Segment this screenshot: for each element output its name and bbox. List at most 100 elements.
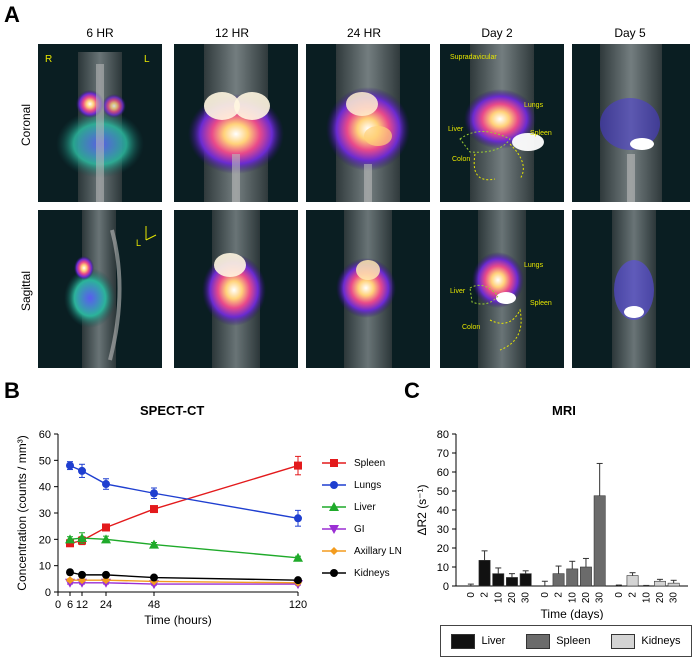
- y-tick-label: 20: [437, 543, 449, 555]
- data-point-lungs: [150, 489, 158, 498]
- legend-label: Liver: [354, 501, 376, 513]
- data-point-liver: [149, 539, 159, 549]
- x-tick-label: 20: [655, 592, 666, 604]
- bar-spleen: [552, 573, 565, 587]
- data-point-liver: [65, 534, 75, 544]
- x-tick-label: 2: [480, 592, 491, 598]
- x-tick-label: 10: [493, 592, 504, 604]
- legend-swatch: [611, 633, 636, 649]
- legend-swatch: [322, 459, 346, 467]
- data-point-spleen: [150, 505, 158, 514]
- data-point-spleen: [294, 461, 302, 470]
- column-header-day2: Day 2: [481, 26, 513, 40]
- x-tick-label: 30: [521, 592, 532, 604]
- legend-swatch: [322, 569, 346, 577]
- data-point-lungs: [78, 466, 86, 475]
- column-header-24hr: 24 HR: [346, 26, 381, 40]
- x-tick-label: 30: [669, 592, 680, 604]
- spect-legend: Spleen Lungs Liver GI Axillary LN Kidneys: [320, 452, 430, 584]
- y-tick-label: 50: [39, 455, 51, 467]
- data-point-axillary-ln: [66, 576, 74, 585]
- legend-item: Axillary LN: [320, 540, 430, 562]
- column-header-12hr: 12 HR: [214, 26, 249, 40]
- panel-a-letter: A: [4, 2, 20, 27]
- row-label-coronal: Coronal: [19, 103, 33, 146]
- x-tick-label: 20: [507, 592, 518, 604]
- x-tick-label: 2: [628, 592, 639, 598]
- y-tick-label: 0: [45, 587, 51, 599]
- y-tick-label: 0: [443, 581, 449, 593]
- legend-marker: [330, 481, 338, 489]
- annotation-colon-sagittal: Colon: [462, 324, 481, 331]
- annotation-supraclavicular: Supradavicular: [450, 54, 497, 61]
- y-tick-label: 70: [437, 448, 449, 460]
- y-tick-label: 50: [437, 486, 449, 498]
- scan-sagittal-day5: [572, 210, 690, 368]
- legend-item: Lungs: [320, 474, 430, 496]
- legend-item: Liver: [320, 496, 430, 518]
- mri-chart-title: MRI: [552, 403, 576, 418]
- data-point-lungs: [294, 514, 302, 523]
- legend-item: GI: [320, 518, 430, 540]
- y-tick-label: 30: [39, 508, 51, 520]
- annotation-liver-sagittal: Liver: [450, 288, 466, 295]
- legend-swatch: [526, 633, 551, 649]
- legend-marker: [329, 525, 339, 534]
- data-point-spleen: [102, 523, 110, 532]
- y-tick-label: 40: [437, 505, 449, 517]
- legend-label: Lungs: [354, 479, 382, 491]
- bar-spleen: [580, 566, 592, 587]
- annotation-colon-coronal: Colon: [452, 156, 471, 163]
- legend-marker: [330, 459, 338, 467]
- legend-label: Kidneys: [354, 567, 390, 579]
- legend-item: Kidneys: [320, 562, 430, 584]
- x-tick-label: 0: [540, 592, 551, 598]
- y-tick-label: 60: [39, 429, 51, 441]
- legend-marker: [330, 569, 338, 577]
- y-tick-label: 80: [437, 429, 449, 441]
- orientation-left-label: L: [144, 54, 150, 65]
- legend-item: Kidneys: [611, 633, 681, 649]
- x-tick-label: 0: [466, 592, 477, 598]
- data-point-kidneys: [78, 570, 86, 579]
- scan-sagittal-6hr: L: [38, 210, 162, 368]
- legend-item: Spleen: [526, 633, 590, 649]
- panel-c-letter: C: [404, 378, 420, 403]
- legend-label: Kidneys: [641, 635, 681, 647]
- series-line-spleen: [69, 464, 299, 544]
- data-point-liver: [77, 533, 87, 543]
- legend-label: GI: [354, 523, 365, 535]
- y-tick-label: 10: [39, 561, 51, 573]
- x-tick-label: 20: [581, 592, 592, 604]
- bar-spleen: [566, 568, 579, 587]
- legend-marker: [330, 547, 338, 555]
- x-tick-label: 6: [67, 599, 73, 611]
- series-line-lungs: [69, 464, 299, 519]
- x-tick-label: 30: [595, 592, 606, 604]
- legend-swatch: [322, 525, 346, 534]
- bar-kidneys: [654, 580, 666, 587]
- scan-coronal-day2: Supradavicular Lungs Spleen Liver Colon: [440, 44, 564, 202]
- legend-marker: [329, 502, 339, 511]
- x-tick-label: 12: [76, 599, 88, 611]
- y-axis-title: Concentration (counts / mm³): [15, 435, 29, 590]
- y-tick-label: 40: [39, 482, 51, 494]
- scan-sagittal-24hr: [306, 210, 430, 368]
- x-tick-label: 120: [289, 599, 307, 611]
- bar-liver: [478, 560, 491, 587]
- bar-liver: [519, 573, 532, 587]
- y-tick-label: 20: [39, 534, 51, 546]
- bar-liver: [492, 573, 505, 587]
- y-tick-label: 60: [437, 467, 449, 479]
- spect-chart-title: SPECT-CT: [140, 403, 205, 418]
- bar-spleen: [593, 495, 606, 587]
- legend-label: Spleen: [354, 457, 386, 469]
- scan-coronal-24hr: [306, 44, 430, 202]
- row-label-sagittal: Sagittal: [19, 270, 33, 311]
- legend-swatch: [322, 481, 346, 489]
- data-point-lungs: [102, 480, 110, 489]
- bar-kidneys: [667, 582, 680, 587]
- panel-b-letter: B: [4, 378, 20, 403]
